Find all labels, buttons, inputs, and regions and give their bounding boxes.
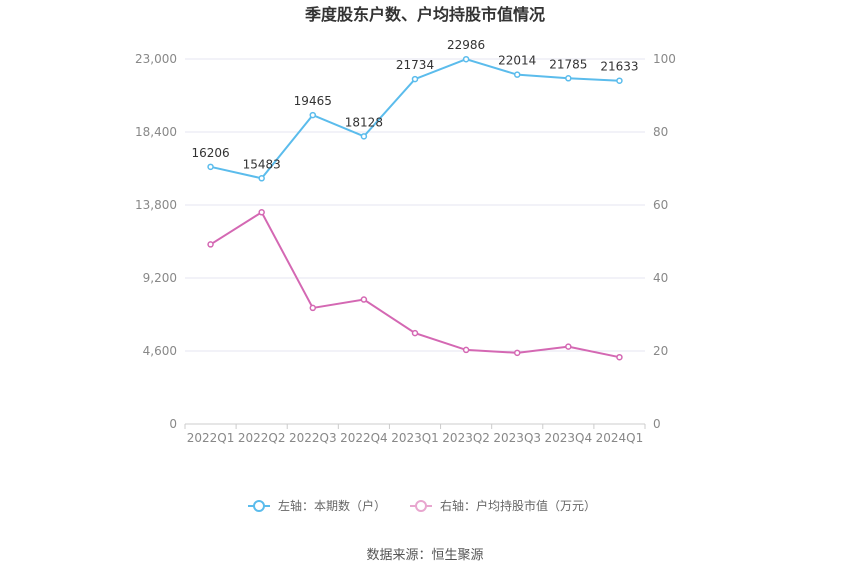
data-label: 19465 [294,94,332,108]
data-point-left[interactable] [513,71,521,78]
data-point-left[interactable] [565,75,572,82]
data-label: 15483 [243,157,281,171]
legend-item-right[interactable]: 右轴：户均持股市值（万元） [410,498,596,513]
data-point-left[interactable] [258,175,265,182]
x-axis-tick-label: 2022Q2 [238,431,286,445]
legend-marker [415,500,427,512]
left-axis-tick-label: 9,200 [143,271,177,285]
data-point-right[interactable] [309,304,317,312]
data-point-left[interactable] [411,75,419,83]
left-axis-tick-label: 4,600 [143,344,177,358]
legend-item-left[interactable]: 左轴：本期数（户） [248,498,386,513]
left-axis-tick-label: 0 [169,417,177,431]
x-axis-tick-label: 2024Q1 [596,431,644,445]
left-axis-tick-label: 18,400 [135,125,177,139]
data-point-left[interactable] [360,133,368,140]
right-axis-tick-label: 60 [653,198,668,212]
x-axis-tick-label: 2023Q3 [493,431,541,445]
data-label: 22986 [447,38,485,52]
data-point-right[interactable] [616,353,623,361]
x-axis-tick-label: 2023Q2 [442,431,490,445]
data-label: 18128 [345,115,383,129]
right-axis-tick-label: 40 [653,271,668,285]
data-label: 21734 [396,58,434,72]
data-point-right[interactable] [360,296,368,303]
right-axis-tick-label: 0 [653,417,661,431]
data-point-right[interactable] [513,349,521,357]
data-point-right[interactable] [565,343,572,350]
chart-title: 季度股东户数、户均持股市值情况 [304,5,545,24]
grid-layer [185,58,645,425]
data-point-right[interactable] [411,329,419,337]
data-point-right[interactable] [258,209,265,216]
x-axis-tick-label: 2022Q3 [289,431,337,445]
x-axis-tick-label: 2023Q1 [391,431,439,445]
data-point-right[interactable] [207,241,214,248]
legend[interactable]: 左轴：本期数（户） 右轴：户均持股市值（万元） [248,498,596,513]
legend-marker [253,500,265,512]
series-layer [207,55,623,361]
data-label: 16206 [191,146,229,160]
data-label: 22014 [498,54,536,68]
data-point-left[interactable] [462,55,470,63]
x-axis-tick-label: 2022Q4 [340,431,388,445]
source-note: 数据来源：恒生聚源 [366,548,483,563]
right-axis-tick-label: 80 [653,125,668,139]
label-layer: 16206 15483 19465 18128 21734 22986 22014 21785… [191,38,638,171]
right-axis-tick-label: 100 [653,52,676,66]
legend-label: 左轴：本期数（户） [278,498,386,513]
data-point-right[interactable] [462,346,470,354]
axis-layer: 0 0 4,600 20 9,200 40 13,800 60 18,400 80 23,000 10… [135,52,676,445]
right-axis-tick-label: 20 [653,344,668,358]
left-axis-tick-label: 13,800 [135,198,177,212]
data-label: 21785 [549,57,587,71]
x-axis-tick-label: 2023Q4 [545,431,593,445]
data-point-left[interactable] [309,111,317,119]
data-point-left[interactable] [616,77,623,84]
legend-label: 右轴：户均持股市值（万元） [440,498,596,513]
left-axis-tick-label: 23,000 [135,52,177,66]
x-axis-tick-label: 2022Q1 [187,431,235,445]
data-point-left[interactable] [207,163,214,171]
data-label: 21633 [600,60,638,74]
